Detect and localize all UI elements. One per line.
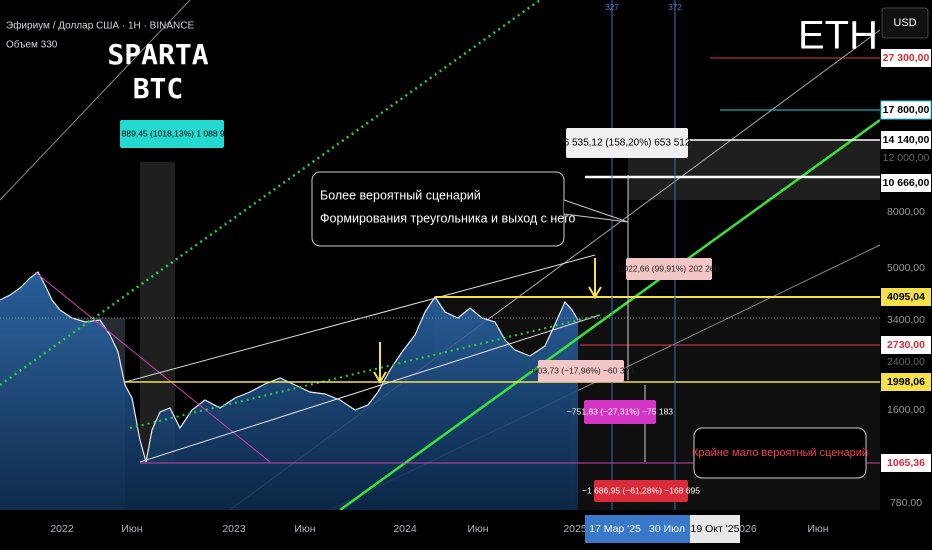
support-line — [339, 118, 881, 512]
measure-box — [584, 400, 656, 424]
price-label: 8000,00 — [887, 206, 925, 218]
logo-text: BTC — [133, 72, 184, 105]
time-label: Июн — [467, 523, 488, 535]
currency[interactable]: USD — [893, 17, 916, 29]
callout-box — [311, 171, 565, 247]
price-badge — [881, 336, 931, 354]
callout-tail — [563, 199, 629, 223]
time-label: Июн — [294, 523, 315, 535]
measure-box — [538, 360, 624, 382]
price-badge — [880, 100, 932, 120]
price-line — [0, 271, 579, 463]
measure-label: 2022,66 (99,91%) 202 266 — [619, 263, 720, 273]
measure-label: −603,73 (−17,96%) −60 373 — [528, 365, 634, 375]
bar-count: 327 — [605, 3, 619, 12]
measure-label: −751,83 (−27,31%) −75 183 — [567, 406, 673, 416]
price-label: 10 666,00 — [883, 177, 930, 189]
price-badge — [881, 288, 931, 306]
time-label: 2025 — [563, 523, 587, 535]
price-axis-labels: 27 300,00 17 800,00 14 140,00 12 000,00 10 6… — [880, 49, 932, 509]
date-badge — [585, 515, 645, 543]
time-label: 2022 — [50, 523, 74, 535]
callout-text: Крайне мало вероятный сценарий — [692, 447, 868, 459]
logo-text: SPARTA — [107, 38, 208, 71]
arrow — [588, 258, 602, 299]
price-badge — [881, 454, 931, 472]
trend-line — [34, 271, 271, 463]
callout-text: Формирования треугольника и выход с него — [320, 211, 576, 225]
price-label: 12 000,00 — [883, 152, 930, 164]
price-label: 14 140,00 — [883, 134, 930, 146]
measure-box — [594, 480, 688, 502]
price-badge — [881, 131, 931, 149]
ticker: ETH — [798, 14, 878, 58]
chart-title: Эфириум / Доллар США · 1Н · BINANCE — [6, 20, 194, 32]
arrow — [373, 342, 387, 384]
dotted-trend — [0, 0, 541, 387]
measure-box — [566, 128, 688, 158]
bar-count: 372 — [668, 3, 682, 12]
date-badge — [645, 515, 690, 543]
date-badge-text: 17 Мар '25 — [589, 523, 641, 535]
fan-line — [0, 0, 191, 201]
measure-box — [120, 120, 224, 148]
triangle-line — [139, 314, 601, 463]
price-label: 1998,06 — [887, 376, 925, 388]
price-label: 3400,00 — [887, 314, 925, 326]
date-badge — [690, 515, 740, 543]
date-badge-text: 19 Окт '25 — [691, 523, 740, 535]
measure-label: 6 535,12 (158,20%) 653 512 — [564, 138, 691, 149]
price-label: 780,00 — [890, 497, 922, 509]
time-label: Июн — [121, 523, 142, 535]
price-label: 2400,00 — [887, 356, 925, 368]
time-label: Июн — [807, 523, 828, 535]
price-badge — [881, 373, 931, 391]
chart-subtitle: Объем 330 — [6, 39, 58, 51]
price-label: 2730,00 — [887, 339, 925, 351]
price-label: 1065,36 — [887, 457, 925, 469]
price-label: 17 800,00 — [883, 104, 930, 116]
measure-label: 10 889,45 (1018,13%) 1 088 945 — [110, 128, 235, 138]
time-label: 2023 — [222, 523, 246, 535]
price-badge — [881, 49, 931, 67]
price-label: 4095,04 — [887, 291, 925, 303]
price-badge — [881, 174, 931, 192]
measure-label: −1 686,95 (−61,28%) −168 695 — [582, 485, 700, 495]
date-badge-text: 30 Июл — [649, 523, 685, 535]
dotted-trend — [129, 314, 601, 429]
measure-box — [626, 258, 712, 280]
price-label: 5000,00 — [887, 262, 925, 274]
price-label: 1600,00 — [887, 404, 925, 416]
price-label: 27 300,00 — [883, 52, 930, 64]
callout-box — [693, 427, 867, 479]
callout-text: Более вероятный сценарий — [320, 188, 481, 202]
time-label: 2024 — [393, 523, 417, 535]
currency-button[interactable] — [881, 7, 929, 39]
price-area — [0, 272, 578, 510]
